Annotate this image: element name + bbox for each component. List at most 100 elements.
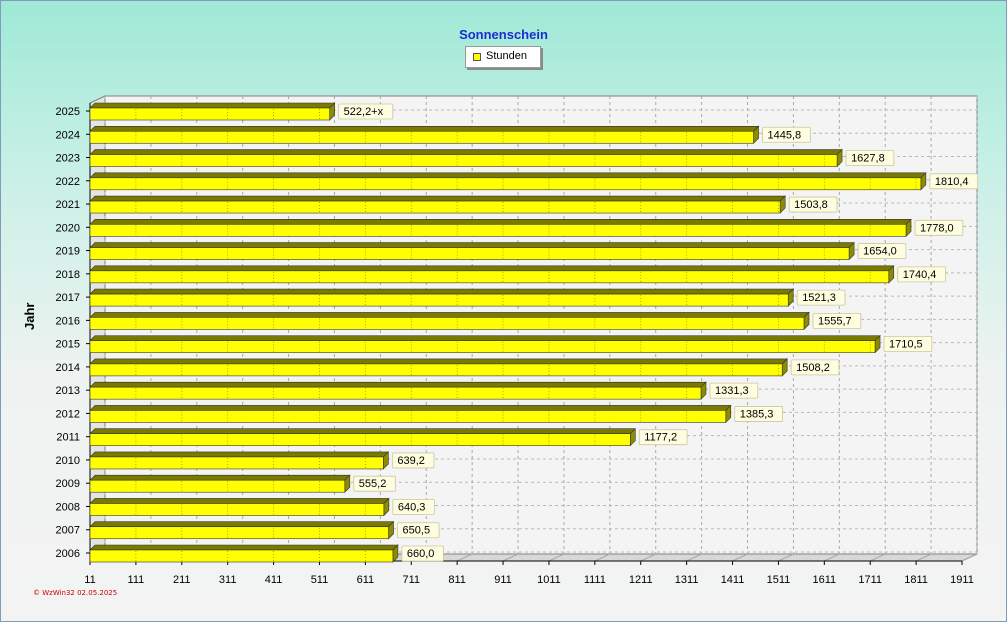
bar-2009 <box>89 474 351 493</box>
bar-2021 <box>89 195 786 214</box>
value-label-2008: 640,3 <box>398 501 426 513</box>
value-label-box <box>929 173 979 190</box>
bar-top-face <box>89 149 843 155</box>
value-label-2009: 555,2 <box>359 478 387 490</box>
value-label-2018: 1740,4 <box>903 269 937 281</box>
value-label-2024: 1445,8 <box>768 129 802 141</box>
bar-top-face <box>89 521 395 528</box>
x-tick-label: 1711 <box>858 574 882 586</box>
value-label-box <box>338 103 394 120</box>
value-label-box <box>857 243 907 259</box>
y-tick-label-2025: 2025 <box>56 106 80 118</box>
bar-front-face <box>89 293 789 307</box>
value-label-box <box>638 429 688 446</box>
y-tick-label-2007: 2007 <box>56 525 80 537</box>
bar-front-face <box>89 270 890 284</box>
gridline-floor <box>732 553 748 562</box>
value-label-2017: 1521,3 <box>802 292 836 304</box>
value-label-2019: 1654,0 <box>863 246 897 258</box>
y-tick-label-2016: 2016 <box>56 315 80 327</box>
bar-front-face <box>89 177 922 191</box>
value-label-2011: 1177,2 <box>644 432 677 444</box>
bar-2015 <box>89 334 881 354</box>
value-label-box <box>762 126 811 143</box>
gridline-floor <box>869 553 886 562</box>
value-label-2012: 1385,3 <box>740 408 774 420</box>
value-label-box <box>914 219 964 236</box>
x-tick-label: 1911 <box>950 574 974 586</box>
value-label-box <box>353 475 396 492</box>
bar-top-face <box>89 428 636 434</box>
bar-top-face <box>89 498 390 504</box>
gridline-floor <box>594 553 611 562</box>
bar-front-face <box>89 340 876 353</box>
value-label-box <box>391 452 435 469</box>
bar-front-face <box>89 479 346 493</box>
gridline-floor <box>915 553 932 562</box>
bar-front-face <box>89 224 907 237</box>
bar-front-face <box>89 200 781 214</box>
y-tick-label-2008: 2008 <box>56 501 80 513</box>
value-label-box <box>790 359 840 376</box>
bar-2013 <box>89 381 707 400</box>
bar-top-face <box>89 474 351 481</box>
bar-2007 <box>89 521 395 540</box>
x-tick-label: 911 <box>494 574 512 586</box>
bar-2014 <box>89 358 788 377</box>
y-tick-label-2011: 2011 <box>56 432 80 444</box>
value-label-2006: 660,0 <box>407 548 435 560</box>
x-tick-label: 611 <box>357 574 375 586</box>
bar-front-face <box>89 386 702 400</box>
x-tick-label: 1411 <box>721 574 745 586</box>
bar-front-face <box>89 130 754 144</box>
bar-front-face <box>89 526 389 540</box>
legend-swatch-stunden <box>473 53 481 61</box>
x-tick-label: 411 <box>265 574 283 586</box>
value-label-box <box>796 289 846 306</box>
value-label-box <box>392 499 435 515</box>
value-label-box <box>845 150 895 166</box>
chart-title: Sonnenschein <box>459 27 548 42</box>
value-label-box <box>788 196 838 213</box>
bar-top-face <box>89 451 390 458</box>
bar-top-face <box>89 405 732 411</box>
bar-front-face <box>89 107 330 121</box>
value-label-box <box>709 382 759 399</box>
value-label-2016: 1555,7 <box>818 315 852 327</box>
y-tick-label-2017: 2017 <box>56 292 80 304</box>
bar-front-face <box>89 154 838 167</box>
gridline-floor <box>456 553 473 562</box>
value-label-2023: 1627,8 <box>851 153 885 165</box>
bar-front-face <box>89 549 394 563</box>
bar-top-face <box>89 358 788 365</box>
bar-front-face <box>89 433 631 446</box>
bar-front-face <box>89 503 385 516</box>
value-label-2022: 1810,4 <box>935 176 969 188</box>
bar-front-face <box>89 410 727 423</box>
bar-top-face <box>89 544 399 551</box>
value-label-2010: 639,2 <box>397 455 425 467</box>
value-label-box <box>897 266 946 283</box>
bar-2011 <box>89 427 636 447</box>
bar-top-face <box>89 381 707 388</box>
gridline-floor <box>961 553 978 562</box>
y-tick-label-2023: 2023 <box>56 153 80 165</box>
x-tick-label: 1611 <box>812 574 836 586</box>
bar-front-face <box>89 317 805 330</box>
bar-top-face <box>89 335 881 341</box>
bar-top-face <box>89 102 336 109</box>
x-tick-label: 1011 <box>537 574 561 586</box>
bar-2023 <box>89 148 843 168</box>
gridline-floor <box>548 553 565 562</box>
value-label-2025: 522,2+x <box>344 106 384 118</box>
gridline-floor <box>778 553 794 562</box>
gridline-floor <box>686 553 702 562</box>
bar-front-face <box>89 456 384 470</box>
bar-2018 <box>89 265 895 284</box>
x-tick-label: 1211 <box>629 574 653 586</box>
bar-2025 <box>89 102 336 121</box>
value-label-2021: 1503,8 <box>794 199 828 211</box>
bar-2012 <box>89 404 732 424</box>
y-tick-label-2009: 2009 <box>56 478 80 490</box>
